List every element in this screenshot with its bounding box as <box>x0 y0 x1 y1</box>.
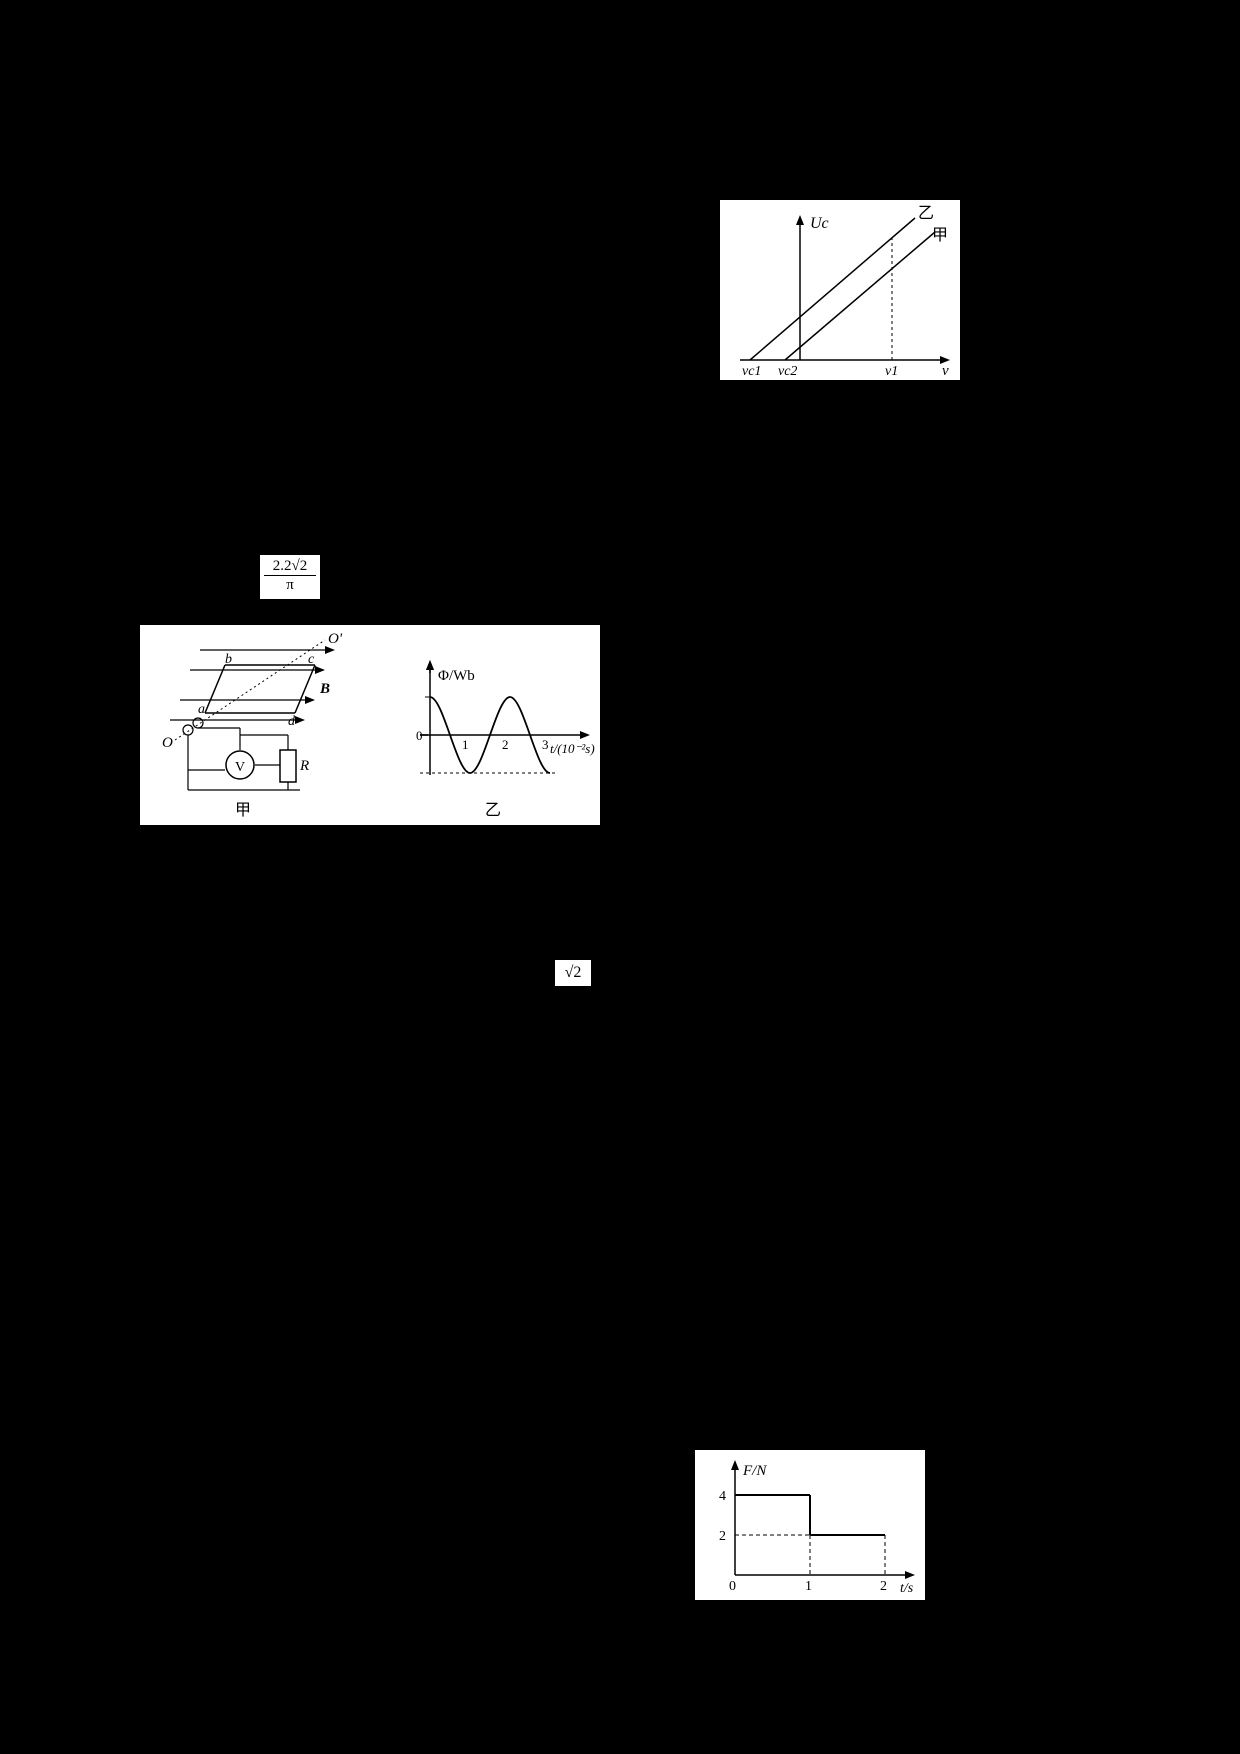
force-y-label: F/N <box>742 1463 767 1479</box>
flux-x-tick-2: 2 <box>502 737 509 752</box>
force-y-tick-4: 4 <box>719 1489 726 1504</box>
x-tick-3: ν1 <box>885 364 898 379</box>
fraction-const: 2.2√2 π <box>260 555 320 599</box>
svg-text:R: R <box>299 758 309 774</box>
sqrt2-inline: √2 <box>555 960 591 986</box>
line-label-jia: 甲 <box>932 227 948 244</box>
svg-text:O': O' <box>328 631 343 647</box>
flux-x-tick-3: 3 <box>542 737 549 752</box>
photoelectric-graph: Uc 乙 甲 νc1 νc2 ν1 ν <box>720 200 960 380</box>
circuit-diagram: V O' b c B a d O R 甲 <box>162 631 343 819</box>
flux-x-tick-1: 1 <box>462 737 469 752</box>
x-tick-1: νc1 <box>742 364 761 379</box>
svg-text:O: O <box>162 735 173 751</box>
svg-text:b: b <box>225 652 232 667</box>
svg-text:d: d <box>288 714 296 729</box>
force-x-tick-2: 2 <box>880 1579 887 1594</box>
svg-text:B: B <box>319 681 330 697</box>
circuit-wave-svg: V O' b c B a d O R 甲 <box>140 625 600 825</box>
force-step-chart: F/N 4 2 0 1 2 t/s <box>695 1450 925 1600</box>
uc-nu-chart-svg: Uc 乙 甲 νc1 νc2 ν1 ν <box>720 200 960 380</box>
line-label-yi: 乙 <box>918 205 934 222</box>
x-axis-label: ν <box>942 363 949 379</box>
force-x-tick-1: 1 <box>805 1579 812 1594</box>
svg-text:a: a <box>198 702 205 717</box>
x-tick-2: νc2 <box>778 364 797 379</box>
svg-text:0: 0 <box>416 728 423 743</box>
force-step-svg: F/N 4 2 0 1 2 t/s <box>695 1450 925 1600</box>
y-axis-label: Uc <box>810 215 829 232</box>
fraction-denominator: π <box>264 576 316 594</box>
flux-wave-chart: Φ/Wb 0 1 2 3 t/(10⁻²s) 乙 <box>416 660 595 819</box>
force-x-label: t/s <box>900 1581 914 1596</box>
fraction-numerator: 2.2√2 <box>264 557 316 576</box>
circuit-wave-figure: V O' b c B a d O R 甲 <box>140 625 600 825</box>
flux-y-label: Φ/Wb <box>438 668 475 684</box>
svg-text:c: c <box>308 652 315 667</box>
force-y-tick-2: 2 <box>719 1529 726 1544</box>
circuit-label-jia: 甲 <box>235 802 251 819</box>
wave-label-yi: 乙 <box>485 802 501 819</box>
flux-x-label: t/(10⁻²s) <box>550 741 595 756</box>
force-x-tick-0: 0 <box>729 1579 736 1594</box>
svg-text:V: V <box>235 760 245 775</box>
